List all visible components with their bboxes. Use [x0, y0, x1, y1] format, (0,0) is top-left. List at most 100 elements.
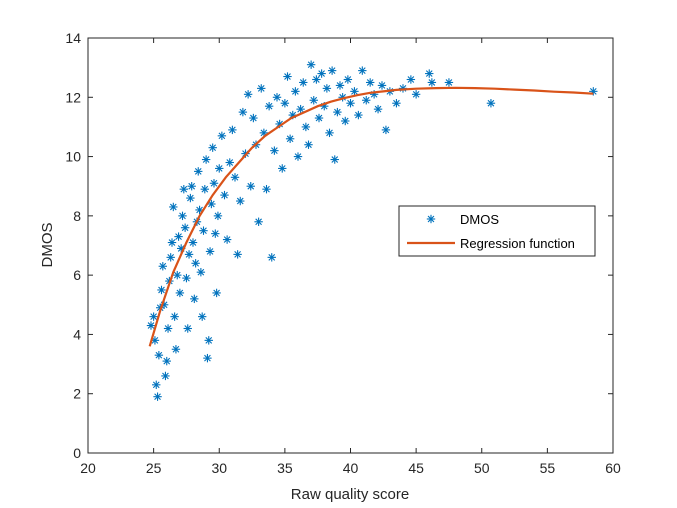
data-point	[208, 143, 217, 152]
data-point	[175, 288, 185, 298]
x-tick-label: 60	[605, 460, 621, 476]
data-point	[317, 69, 326, 78]
data-point	[350, 87, 359, 96]
data-point	[191, 259, 200, 268]
data-point	[182, 273, 191, 283]
x-axis-label: Raw quality score	[291, 486, 409, 503]
x-tick-label: 20	[80, 460, 96, 476]
x-tick-label: 30	[211, 460, 227, 476]
data-point	[278, 164, 287, 173]
data-point	[173, 270, 182, 280]
x-tick-label: 35	[277, 460, 293, 476]
data-point	[306, 60, 316, 69]
data-point	[246, 182, 255, 191]
data-point	[171, 345, 181, 354]
data-point	[233, 250, 242, 259]
legend-label-dmos: DMOS	[460, 212, 499, 227]
data-point	[222, 235, 232, 244]
data-point	[183, 324, 192, 333]
data-point	[178, 211, 187, 221]
data-point	[296, 104, 305, 114]
data-point	[217, 131, 227, 141]
data-point	[272, 93, 282, 102]
data-point	[299, 78, 308, 87]
x-tick-label: 40	[343, 460, 359, 476]
data-point	[354, 110, 363, 120]
data-point	[161, 371, 170, 381]
axes-layer: 20 25 30 35 40 45 50 55 60 0 2 4 6 8 10 12 14	[65, 30, 621, 476]
data-point	[322, 84, 332, 93]
data-point	[425, 69, 434, 78]
data-point	[304, 140, 313, 149]
x-tick-label: 55	[540, 460, 556, 476]
data-point	[427, 78, 437, 87]
data-point	[280, 99, 290, 108]
legend-label-regression: Regression function	[460, 236, 575, 251]
data-point	[209, 179, 219, 188]
data-point	[236, 196, 245, 206]
data-point	[243, 90, 253, 99]
data-point	[333, 107, 342, 117]
data-point	[154, 350, 164, 360]
data-point	[358, 66, 367, 75]
data-point	[203, 353, 212, 363]
data-point	[201, 155, 211, 164]
data-point	[188, 238, 198, 247]
data-point	[207, 199, 216, 209]
data-point	[205, 247, 215, 256]
data-point	[220, 190, 229, 200]
regression-line	[148, 86, 594, 347]
data-point	[270, 146, 279, 155]
data-point	[249, 113, 258, 123]
data-point	[343, 75, 353, 84]
data-point	[170, 312, 179, 321]
data-point	[194, 167, 203, 176]
data-point	[362, 96, 371, 105]
data-point	[228, 125, 237, 135]
data-point	[267, 253, 276, 262]
y-tick-label: 2	[73, 386, 81, 402]
data-point	[444, 78, 454, 87]
data-point	[167, 238, 177, 247]
data-point	[486, 99, 496, 108]
y-tick-label: 10	[65, 149, 81, 165]
data-point	[212, 288, 221, 298]
data-point	[158, 262, 168, 271]
data-point	[327, 66, 337, 75]
data-point	[314, 113, 324, 123]
data-point	[406, 75, 416, 84]
data-point	[230, 173, 240, 182]
data-point	[184, 250, 194, 259]
data-point	[157, 285, 166, 295]
data-point	[325, 128, 334, 138]
data-point	[392, 99, 401, 108]
data-point	[291, 87, 300, 96]
data-point	[146, 321, 156, 330]
y-tick-label: 4	[73, 326, 81, 342]
data-point	[211, 229, 220, 238]
data-point	[153, 392, 162, 401]
data-point	[213, 211, 223, 221]
data-point	[293, 152, 303, 161]
legend-marker-dmos	[426, 214, 436, 224]
data-point	[166, 253, 175, 262]
data-point	[225, 158, 234, 167]
legend: DMOS Regression function	[398, 205, 596, 257]
data-point	[254, 217, 263, 226]
data-point	[365, 78, 375, 87]
data-point	[169, 202, 178, 212]
legend-marker-asterisk	[426, 214, 436, 224]
data-layer	[146, 60, 598, 401]
y-axis-label: DMOS	[39, 223, 56, 268]
data-point	[264, 101, 274, 111]
y-tick-label: 0	[73, 445, 81, 461]
data-point	[174, 232, 183, 241]
data-point	[411, 90, 421, 99]
data-point	[187, 182, 196, 191]
data-point	[149, 312, 158, 321]
data-point	[163, 324, 173, 333]
data-point	[186, 193, 195, 203]
data-point	[373, 104, 383, 114]
data-point	[200, 184, 210, 194]
